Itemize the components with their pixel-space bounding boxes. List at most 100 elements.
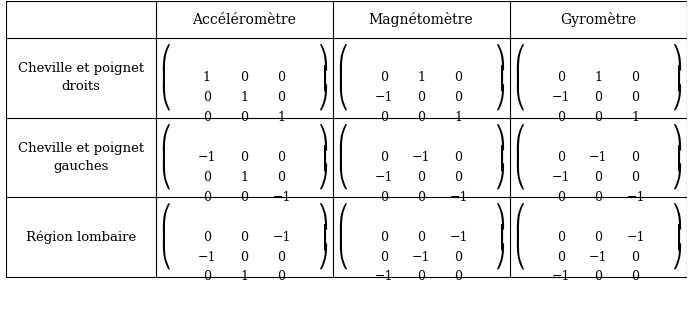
Text: 0: 0 [417,231,425,244]
Text: ⎛: ⎛ [337,45,348,71]
Text: 0: 0 [594,231,602,244]
Text: ⎜: ⎜ [515,224,526,250]
Text: ⎛: ⎛ [337,204,348,231]
Text: ⎞: ⎞ [671,204,682,231]
Text: −1: −1 [374,91,393,104]
Text: 0: 0 [417,111,425,124]
Text: −1: −1 [551,91,570,104]
Text: 0: 0 [380,231,387,244]
Text: ⎝: ⎝ [515,244,526,270]
Text: 0: 0 [455,171,462,184]
Text: 1: 1 [240,91,248,104]
Text: 1: 1 [594,71,602,84]
Text: −1: −1 [197,151,216,164]
Text: ⎛: ⎛ [515,204,526,231]
Text: ⎟: ⎟ [317,224,328,250]
Text: ⎟: ⎟ [671,144,682,171]
Text: 0: 0 [557,71,565,84]
Text: 0: 0 [557,231,565,244]
Text: ⎜: ⎜ [160,144,171,171]
Text: 0: 0 [632,171,640,184]
Text: ⎠: ⎠ [317,244,328,270]
Text: ⎠: ⎠ [671,164,682,190]
Text: 1: 1 [240,270,248,283]
Text: 0: 0 [277,91,286,104]
Text: 1: 1 [455,111,462,124]
Text: ⎠: ⎠ [671,244,682,270]
Text: 0: 0 [557,151,565,164]
Text: ⎠: ⎠ [317,164,328,190]
Text: 0: 0 [557,251,565,264]
Text: 0: 0 [557,191,565,204]
Text: −1: −1 [197,251,216,264]
Text: 0: 0 [240,111,248,124]
Text: 0: 0 [594,191,602,204]
Text: ⎟: ⎟ [494,224,505,250]
Text: 0: 0 [380,251,387,264]
Text: ⎝: ⎝ [337,244,348,270]
Text: ⎠: ⎠ [494,85,505,111]
Text: ⎜: ⎜ [160,224,171,250]
Text: 0: 0 [277,151,286,164]
Text: −1: −1 [412,251,431,264]
Text: −1: −1 [449,191,468,204]
Text: ⎠: ⎠ [494,164,505,190]
Text: Cheville et poignet
droits: Cheville et poignet droits [18,62,144,93]
Text: ⎜: ⎜ [515,65,526,91]
Text: −1: −1 [551,270,570,283]
Text: ⎞: ⎞ [317,45,328,71]
Text: 1: 1 [417,71,425,84]
Text: 0: 0 [417,91,425,104]
Text: −1: −1 [272,191,291,204]
Text: 0: 0 [240,151,248,164]
Text: −1: −1 [626,191,645,204]
Text: ⎞: ⎞ [671,125,682,151]
Text: 0: 0 [632,270,640,283]
Text: 0: 0 [594,171,602,184]
Text: −1: −1 [374,270,393,283]
Text: −1: −1 [626,231,645,244]
Text: ⎜: ⎜ [160,65,171,91]
Text: ⎛: ⎛ [160,125,171,151]
Text: ⎛: ⎛ [337,125,348,151]
Text: Magnétomètre: Magnétomètre [369,12,473,27]
Text: 0: 0 [203,231,211,244]
Text: 1: 1 [632,111,640,124]
Text: 0: 0 [203,91,211,104]
Text: Cheville et poignet
gauches: Cheville et poignet gauches [18,142,144,173]
Text: 0: 0 [557,111,565,124]
Text: 1: 1 [203,71,211,84]
Text: 0: 0 [203,191,211,204]
Text: ⎟: ⎟ [494,144,505,171]
Text: 0: 0 [417,171,425,184]
Text: 0: 0 [632,251,640,264]
Text: 0: 0 [240,251,248,264]
Text: 0: 0 [455,91,462,104]
Text: 0: 0 [203,111,211,124]
Text: 0: 0 [417,191,425,204]
Text: Gyromètre: Gyromètre [560,12,636,27]
Text: 0: 0 [594,91,602,104]
Text: ⎝: ⎝ [160,244,171,270]
Text: 1: 1 [240,171,248,184]
Text: −1: −1 [551,171,570,184]
Text: 0: 0 [632,91,640,104]
Text: ⎛: ⎛ [160,204,171,231]
Text: 0: 0 [203,270,211,283]
Text: 1: 1 [277,111,286,124]
Text: ⎞: ⎞ [317,125,328,151]
Text: ⎞: ⎞ [671,45,682,71]
Text: ⎟: ⎟ [317,65,328,91]
Text: 0: 0 [203,171,211,184]
Text: ⎟: ⎟ [671,224,682,250]
Text: ⎞: ⎞ [494,45,505,71]
Text: ⎠: ⎠ [671,85,682,111]
Text: 0: 0 [380,151,387,164]
Text: 0: 0 [455,71,462,84]
Text: ⎜: ⎜ [337,224,348,250]
Text: 0: 0 [632,151,640,164]
Text: ⎝: ⎝ [160,164,171,190]
Text: ⎛: ⎛ [515,45,526,71]
Text: ⎞: ⎞ [494,125,505,151]
Text: 0: 0 [277,171,286,184]
